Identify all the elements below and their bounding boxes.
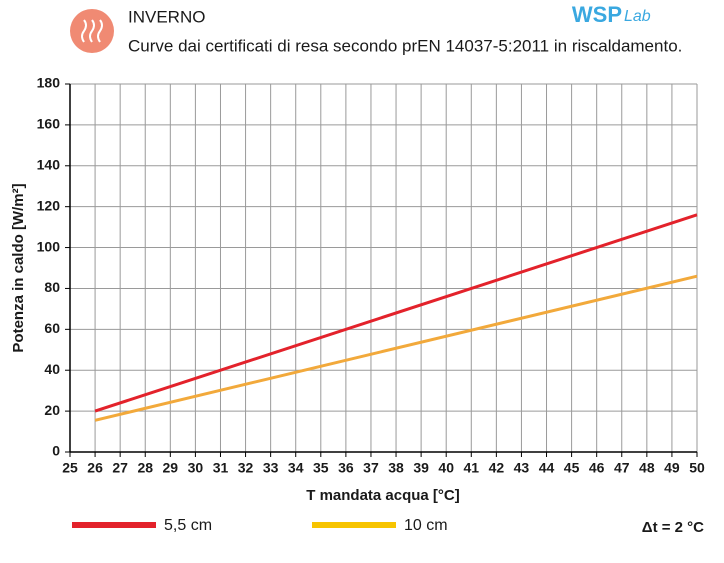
- y-tick-label: 0: [52, 443, 60, 459]
- x-tick-label: 38: [388, 460, 404, 476]
- legend-label: 10 cm: [404, 517, 448, 534]
- x-tick-label: 34: [288, 460, 304, 476]
- logo-main: WSP: [572, 2, 622, 27]
- y-tick-label: 20: [44, 402, 60, 418]
- y-axis-label: Potenza in caldo [W/m²]: [10, 183, 27, 352]
- x-axis-label: T mandata acqua [°C]: [306, 487, 460, 504]
- x-tick-label: 35: [313, 460, 329, 476]
- y-tick-label: 180: [37, 75, 61, 91]
- y-tick-label: 80: [44, 279, 60, 295]
- x-tick-label: 36: [338, 460, 354, 476]
- x-tick-label: 37: [363, 460, 379, 476]
- x-tick-label: 28: [137, 460, 153, 476]
- line: [94, 213, 698, 413]
- x-tick-label: 41: [463, 460, 479, 476]
- line: [94, 274, 698, 422]
- x-tick-label: 49: [664, 460, 680, 476]
- x-tick-label: 30: [188, 460, 204, 476]
- x-tick-label: 50: [689, 460, 705, 476]
- annotation: Δt = 2 °C: [642, 519, 704, 536]
- x-tick-label: 25: [62, 460, 78, 476]
- x-tick-label: 46: [589, 460, 605, 476]
- x-tick-label: 39: [413, 460, 429, 476]
- x-tick-label: 47: [614, 460, 630, 476]
- y-tick-label: 160: [37, 116, 61, 132]
- x-tick-label: 43: [514, 460, 530, 476]
- x-tick-label: 44: [539, 460, 555, 476]
- x-tick-label: 31: [213, 460, 229, 476]
- x-tick-label: 26: [87, 460, 103, 476]
- x-tick-label: 40: [438, 460, 454, 476]
- heat-waves: [81, 19, 103, 43]
- x-tick-label: 27: [112, 460, 128, 476]
- x-tick-label: 48: [639, 460, 655, 476]
- y-tick-label: 40: [44, 361, 60, 377]
- x-tick-label: 42: [489, 460, 505, 476]
- chart-subtitle: Curve dai certificati di resa secondo pr…: [128, 36, 682, 55]
- y-tick-label: 120: [37, 197, 61, 213]
- logo-sub: Lab: [624, 8, 651, 25]
- legend-label: 5,5 cm: [164, 517, 212, 534]
- chart-title: INVERNO: [128, 7, 205, 26]
- y-tick-label: 100: [37, 238, 61, 254]
- x-tick-label: 29: [163, 460, 179, 476]
- x-tick-label: 32: [238, 460, 254, 476]
- y-tick-label: 140: [37, 156, 61, 172]
- x-tick-label: 45: [564, 460, 580, 476]
- y-tick-label: 60: [44, 320, 60, 336]
- x-tick-label: 33: [263, 460, 279, 476]
